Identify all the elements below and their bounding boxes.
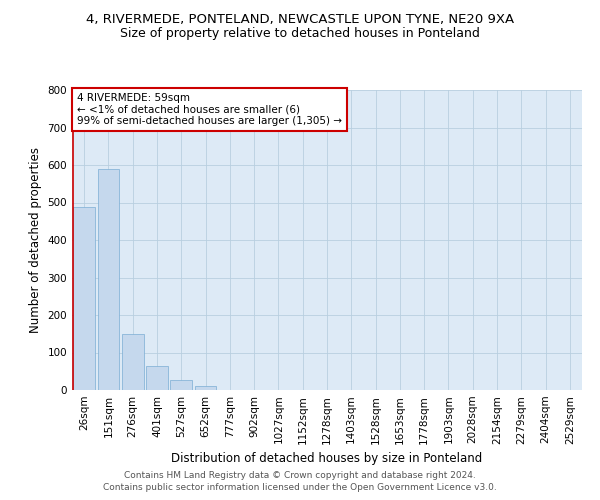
- Bar: [170, 380, 192, 390]
- Bar: [122, 334, 143, 390]
- Bar: [146, 366, 168, 390]
- Bar: [194, 386, 217, 390]
- Text: Size of property relative to detached houses in Ponteland: Size of property relative to detached ho…: [120, 28, 480, 40]
- Bar: [73, 208, 95, 390]
- Bar: [97, 169, 119, 390]
- Y-axis label: Number of detached properties: Number of detached properties: [29, 147, 42, 333]
- Text: 4 RIVERMEDE: 59sqm
← <1% of detached houses are smaller (6)
99% of semi-detached: 4 RIVERMEDE: 59sqm ← <1% of detached hou…: [77, 93, 342, 126]
- Text: Contains HM Land Registry data © Crown copyright and database right 2024.
Contai: Contains HM Land Registry data © Crown c…: [103, 471, 497, 492]
- Text: 4, RIVERMEDE, PONTELAND, NEWCASTLE UPON TYNE, NE20 9XA: 4, RIVERMEDE, PONTELAND, NEWCASTLE UPON …: [86, 12, 514, 26]
- X-axis label: Distribution of detached houses by size in Ponteland: Distribution of detached houses by size …: [172, 452, 482, 465]
